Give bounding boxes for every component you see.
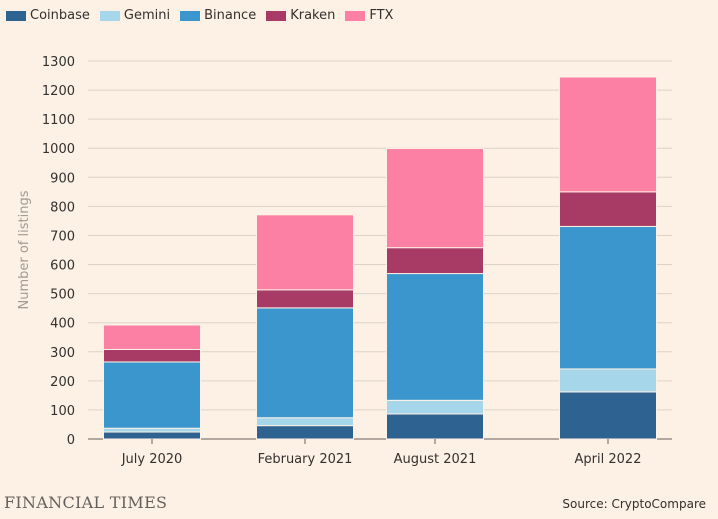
bar-binance-august-2021 <box>386 273 484 401</box>
legend-label-binance: Binance <box>204 8 257 23</box>
legend-item-gemini: Gemini <box>99 8 171 23</box>
y-tick-label-200: 200 <box>50 375 75 390</box>
bar-coinbase-february-2021 <box>256 425 354 440</box>
legend-label-coinbase: Coinbase <box>30 8 90 23</box>
y-tick-label-800: 800 <box>50 200 75 215</box>
bar-coinbase-august-2021 <box>386 413 484 440</box>
bar-binance-july-2020 <box>103 361 201 429</box>
legend-swatch-ftx <box>345 10 366 21</box>
bar-kraken-august-2021 <box>386 247 484 275</box>
x-tick-label-july-2020: July 2020 <box>121 452 183 467</box>
brand-logo: FINANCIAL TIMES <box>4 493 168 512</box>
bar-kraken-july-2020 <box>103 348 201 363</box>
bar-gemini-august-2021 <box>386 399 484 415</box>
y-tick-label-1200: 1200 <box>42 84 75 99</box>
y-tick-label-1100: 1100 <box>42 113 75 128</box>
x-tick-label-february-2021: February 2021 <box>258 452 353 467</box>
legend-label-gemini: Gemini <box>123 8 171 23</box>
bar-ftx-july-2020 <box>103 324 201 350</box>
x-tick-label-april-2022: April 2022 <box>575 452 642 467</box>
bar-ftx-august-2021 <box>386 148 484 249</box>
x-tick-label-august-2021: August 2021 <box>394 452 477 467</box>
y-tick-label-1300: 1300 <box>42 55 75 70</box>
bar-coinbase-april-2022 <box>559 391 657 440</box>
legend-item-kraken: Kraken <box>266 8 335 23</box>
bar-kraken-february-2021 <box>256 289 354 309</box>
bar-gemini-july-2020 <box>103 427 201 433</box>
bar-gemini-april-2022 <box>559 368 657 393</box>
chart-legend: Coinbase Gemini Binance Kraken FTX <box>6 8 397 23</box>
y-tick-label-700: 700 <box>50 229 75 244</box>
legend-item-ftx: FTX <box>345 8 393 23</box>
y-tick-label-0: 0 <box>67 433 75 448</box>
y-axis-label: Number of listings <box>17 190 32 309</box>
y-tick-label-300: 300 <box>50 346 75 361</box>
legend-label-kraken: Kraken <box>290 8 336 23</box>
legend-item-coinbase: Coinbase <box>6 8 90 23</box>
legend-swatch-coinbase <box>6 10 26 21</box>
source-note: Source: CryptoCompare <box>562 497 706 511</box>
bar-gemini-february-2021 <box>256 417 354 427</box>
y-tick-label-500: 500 <box>50 288 75 303</box>
legend-label-ftx: FTX <box>369 8 394 23</box>
y-tick-label-100: 100 <box>50 404 75 419</box>
y-tick-label-900: 900 <box>50 171 75 186</box>
bar-binance-february-2021 <box>256 307 354 419</box>
bar-binance-april-2022 <box>559 225 657 370</box>
bar-ftx-april-2022 <box>559 76 657 193</box>
y-tick-label-600: 600 <box>50 259 75 274</box>
y-tick-label-1000: 1000 <box>42 142 75 157</box>
bar-coinbase-july-2020 <box>103 431 201 440</box>
legend-swatch-binance <box>180 10 201 21</box>
y-tick-label-400: 400 <box>50 317 75 332</box>
legend-item-binance: Binance <box>180 8 256 23</box>
legend-swatch-gemini <box>99 10 120 21</box>
bar-kraken-april-2022 <box>559 191 657 227</box>
bar-ftx-february-2021 <box>256 214 354 291</box>
legend-swatch-kraken <box>266 10 287 21</box>
